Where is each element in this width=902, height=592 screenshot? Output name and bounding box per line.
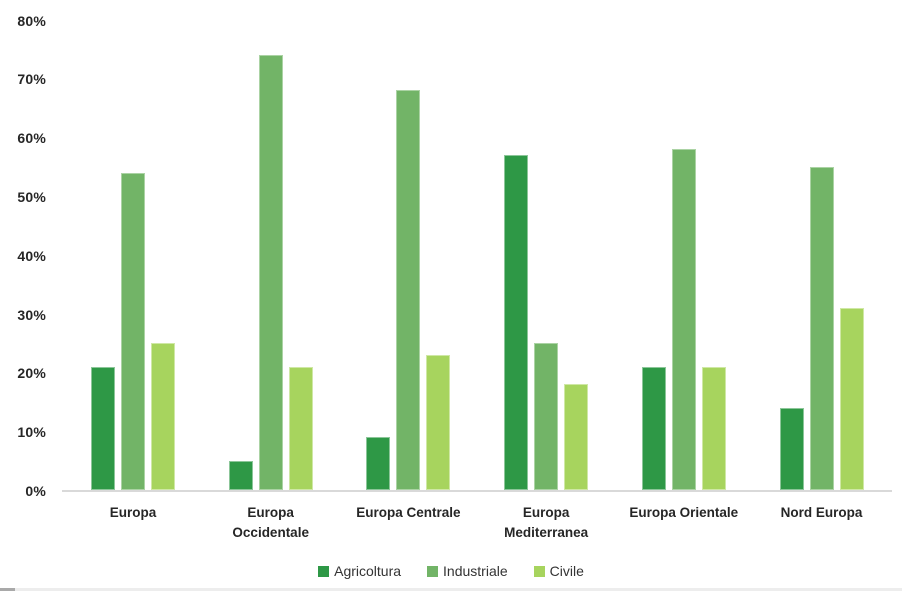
bar-agricoltura bbox=[504, 154, 529, 490]
bar-group bbox=[504, 154, 589, 490]
legend: Agricoltura Industriale Civile bbox=[0, 563, 902, 579]
bar-group bbox=[641, 149, 726, 490]
bar-civile bbox=[839, 307, 864, 490]
legend-item-industriale: Industriale bbox=[427, 563, 508, 579]
y-axis-tick-label: 80% bbox=[17, 12, 46, 29]
bar-civile bbox=[151, 343, 175, 490]
bar-group bbox=[91, 172, 175, 490]
x-axis-category-label: Europa Orientale bbox=[629, 505, 739, 520]
x-axis-category-label: Europa Occidentale bbox=[232, 505, 309, 540]
x-axis-category-label: Europa bbox=[109, 505, 157, 520]
legend-item-agricoltura: Agricoltura bbox=[318, 563, 401, 579]
horizontal-scrollbar[interactable] bbox=[0, 588, 902, 591]
bar-agricoltura bbox=[228, 460, 253, 490]
y-axis-tick-label: 60% bbox=[17, 130, 46, 147]
y-axis-tick-label: 10% bbox=[17, 424, 46, 441]
legend-label: Agricoltura bbox=[334, 563, 402, 579]
x-axis-category-label: Nord Europa bbox=[780, 505, 863, 520]
bar-civile bbox=[701, 366, 726, 490]
legend-label: Industriale bbox=[443, 563, 508, 579]
y-axis-tick-label: 20% bbox=[17, 365, 46, 382]
bar-industriale bbox=[534, 343, 559, 490]
legend-swatch-icon bbox=[427, 565, 439, 577]
bar-group bbox=[366, 90, 451, 490]
x-axis-line bbox=[62, 490, 892, 492]
bar-agricoltura bbox=[366, 437, 391, 490]
scrollbar-thumb[interactable] bbox=[0, 588, 15, 591]
bar-agricoltura bbox=[91, 366, 115, 490]
y-axis-tick-label: 40% bbox=[17, 247, 46, 264]
bar-industriale bbox=[671, 149, 696, 490]
bar-civile bbox=[564, 384, 589, 490]
legend-item-civile: Civile bbox=[533, 563, 584, 579]
legend-label: Civile bbox=[549, 563, 584, 579]
bar-industriale bbox=[809, 166, 834, 490]
bar-civile bbox=[426, 354, 451, 490]
y-axis-tick-label: 30% bbox=[17, 306, 46, 323]
legend-swatch-icon bbox=[533, 565, 545, 577]
legend-swatch-icon bbox=[318, 565, 330, 577]
bar-agricoltura bbox=[641, 366, 666, 490]
bar-group bbox=[779, 166, 864, 490]
x-axis-category-label: Europa Centrale bbox=[356, 505, 461, 520]
bar-civile bbox=[288, 366, 313, 490]
bar-agricoltura bbox=[779, 407, 804, 490]
y-axis-tick-label: 50% bbox=[17, 189, 46, 205]
bar-group bbox=[228, 54, 313, 490]
y-axis-tick-label: 0% bbox=[25, 483, 46, 499]
bar-industriale bbox=[121, 172, 145, 490]
bar-industriale bbox=[258, 54, 283, 490]
bar-industriale bbox=[396, 90, 421, 490]
y-axis-tick-label: 70% bbox=[17, 71, 46, 88]
x-axis-category-label: Europa Mediterranea bbox=[504, 505, 589, 540]
